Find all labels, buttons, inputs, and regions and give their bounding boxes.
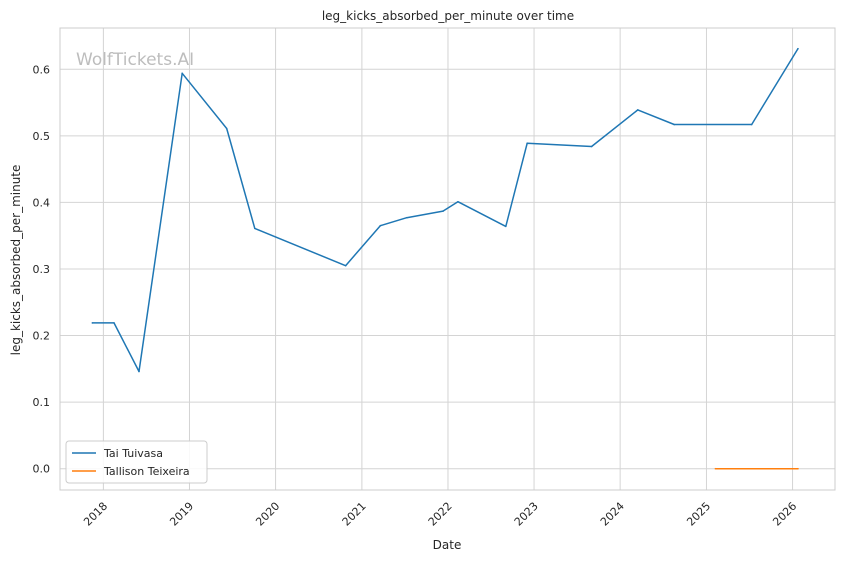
y-tick-label: 0.1 [33,396,51,409]
data-point [442,210,444,212]
y-tick-label: 0.4 [33,196,51,209]
x-axis-title: Date [433,538,462,552]
chart-title: leg_kicks_absorbed_per_minute over time [322,9,574,23]
y-tick-label: 0.0 [33,463,51,476]
data-point [504,225,507,228]
data-point [405,216,408,219]
y-tick-label: 0.2 [33,330,51,343]
y-tick-label: 0.3 [33,263,51,276]
watermark-text: WolfTickets.AI [76,50,194,70]
series-0 [91,47,799,373]
series-line [92,48,799,373]
legend-box [65,440,208,484]
data-point [590,145,593,148]
data-point [225,127,228,130]
legend-label: Tallison Teixeira [103,465,190,478]
y-tick-label: 0.5 [33,130,51,143]
data-point [181,72,183,75]
data-point [637,109,639,111]
plot-area-frame [59,27,836,491]
data-point [254,227,256,230]
y-tick-label: 0.6 [33,63,51,76]
y-axis-title: leg_kicks_absorbed_per_minute [9,165,23,356]
legend-label: Tai Tuivasa [103,447,163,460]
grid-lines [60,28,835,490]
data-point [379,224,382,227]
data-point [344,264,347,267]
data-point [673,123,675,126]
y-axis-ticks: 0.0 0.1 0.2 0.3 0.4 0.5 0.6 [33,63,51,475]
series-1 [714,467,799,470]
data-point [750,123,753,126]
data-point [526,142,529,144]
data-point [797,467,799,470]
data-point [714,467,717,470]
data-point [113,322,115,324]
data-point [797,47,799,50]
data-point [91,322,94,324]
legend: Tai Tuivasa Tallison Teixeira [65,440,208,484]
data-point [457,200,459,203]
series-layer [91,47,799,470]
data-point [138,370,140,373]
